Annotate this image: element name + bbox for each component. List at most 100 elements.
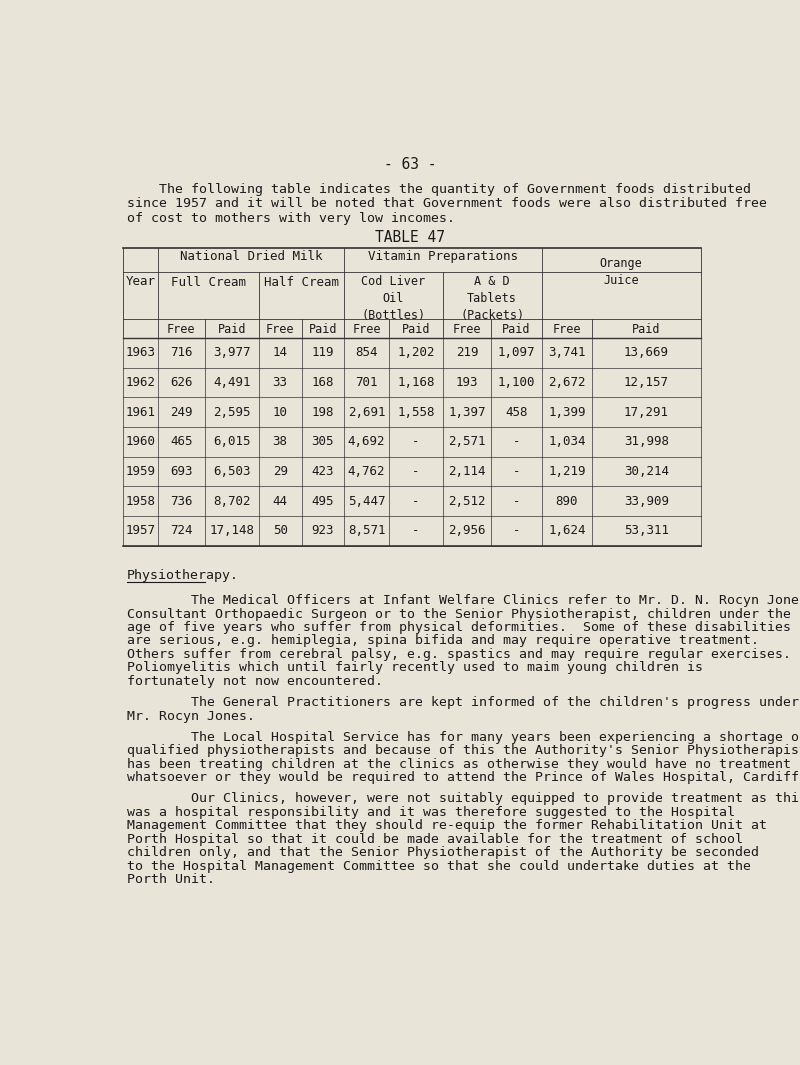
- Text: -: -: [412, 465, 419, 478]
- Text: -: -: [513, 494, 520, 508]
- Text: The Local Hospital Service has for many years been experiencing a shortage of: The Local Hospital Service has for many …: [127, 731, 800, 743]
- Text: 6,503: 6,503: [213, 465, 250, 478]
- Text: 29: 29: [273, 465, 288, 478]
- Text: fortunately not now encountered.: fortunately not now encountered.: [127, 675, 383, 688]
- Text: 168: 168: [311, 376, 334, 389]
- Text: 495: 495: [311, 494, 334, 508]
- Text: 458: 458: [506, 406, 528, 419]
- Text: 1,219: 1,219: [548, 465, 586, 478]
- Text: 4,762: 4,762: [348, 465, 386, 478]
- Text: 2,114: 2,114: [448, 465, 486, 478]
- Text: 44: 44: [273, 494, 288, 508]
- Text: Paid: Paid: [309, 323, 337, 335]
- Text: qualified physiotherapists and because of this the Authority's Senior Physiother: qualified physiotherapists and because o…: [127, 744, 800, 757]
- Text: 119: 119: [311, 346, 334, 359]
- Text: 6,015: 6,015: [213, 436, 250, 448]
- Text: whatsoever or they would be required to attend the Prince of Wales Hospital, Car: whatsoever or they would be required to …: [127, 771, 800, 784]
- Text: -: -: [412, 494, 419, 508]
- Text: 716: 716: [170, 346, 193, 359]
- Text: children only, and that the Senior Physiotherapist of the Authority be seconded: children only, and that the Senior Physi…: [127, 847, 759, 859]
- Text: 8,702: 8,702: [213, 494, 250, 508]
- Text: 12,157: 12,157: [624, 376, 669, 389]
- Text: Physiotherapy.: Physiotherapy.: [127, 569, 239, 581]
- Text: 14: 14: [273, 346, 288, 359]
- Text: 17,291: 17,291: [624, 406, 669, 419]
- Text: 4,692: 4,692: [348, 436, 386, 448]
- Text: Year: Year: [126, 275, 156, 288]
- Text: 1962: 1962: [126, 376, 156, 389]
- Text: 1961: 1961: [126, 406, 156, 419]
- Text: 1,100: 1,100: [498, 376, 535, 389]
- Text: 10: 10: [273, 406, 288, 419]
- Text: 2,672: 2,672: [548, 376, 586, 389]
- Text: Half Cream: Half Cream: [264, 276, 339, 289]
- Text: 1,399: 1,399: [548, 406, 586, 419]
- Text: 1,097: 1,097: [498, 346, 535, 359]
- Text: 5,447: 5,447: [348, 494, 386, 508]
- Text: The following table indicates the quantity of Government foods distributed: The following table indicates the quanti…: [127, 183, 751, 196]
- Text: -: -: [513, 436, 520, 448]
- Text: 701: 701: [355, 376, 378, 389]
- Text: 31,998: 31,998: [624, 436, 669, 448]
- Text: 2,956: 2,956: [448, 524, 486, 537]
- Text: Free: Free: [453, 323, 482, 335]
- Text: Free: Free: [352, 323, 381, 335]
- Text: 193: 193: [456, 376, 478, 389]
- Text: 17,148: 17,148: [210, 524, 254, 537]
- Text: - 63 -: - 63 -: [384, 157, 436, 173]
- Text: Paid: Paid: [218, 323, 246, 335]
- Text: 2,512: 2,512: [448, 494, 486, 508]
- Text: Free: Free: [553, 323, 581, 335]
- Text: to the Hospital Management Committee so that she could undertake duties at the: to the Hospital Management Committee so …: [127, 859, 751, 872]
- Text: 1,397: 1,397: [448, 406, 486, 419]
- Text: 2,595: 2,595: [213, 406, 250, 419]
- Text: Management Committee that they should re-equip the former Rehabilitation Unit at: Management Committee that they should re…: [127, 819, 767, 832]
- Text: Free: Free: [266, 323, 294, 335]
- Text: 2,691: 2,691: [348, 406, 386, 419]
- Text: A & D
Tablets
(Packets): A & D Tablets (Packets): [460, 275, 524, 322]
- Text: 1959: 1959: [126, 465, 156, 478]
- Text: -: -: [513, 524, 520, 537]
- Text: 923: 923: [311, 524, 334, 537]
- Text: 3,977: 3,977: [213, 346, 250, 359]
- Text: Vitamin Preparations: Vitamin Preparations: [368, 250, 518, 263]
- Text: since 1957 and it will be noted that Government foods were also distributed free: since 1957 and it will be noted that Gov…: [127, 197, 767, 211]
- Text: 219: 219: [456, 346, 478, 359]
- Text: 3,741: 3,741: [548, 346, 586, 359]
- Text: -: -: [513, 465, 520, 478]
- Text: 1963: 1963: [126, 346, 156, 359]
- Text: Our Clinics, however, were not suitably equipped to provide treatment as this: Our Clinics, however, were not suitably …: [127, 792, 800, 805]
- Text: -: -: [412, 524, 419, 537]
- Text: Free: Free: [167, 323, 196, 335]
- Text: 1,558: 1,558: [397, 406, 434, 419]
- Text: Consultant Orthopaedic Surgeon or to the Senior Physiotherapist, children under : Consultant Orthopaedic Surgeon or to the…: [127, 607, 791, 621]
- Text: Paid: Paid: [632, 323, 661, 335]
- Text: has been treating children at the clinics as otherwise they would have no treatm: has been treating children at the clinic…: [127, 757, 791, 771]
- Text: 50: 50: [273, 524, 288, 537]
- Text: Orange
Juice: Orange Juice: [600, 257, 642, 288]
- Text: 13,669: 13,669: [624, 346, 669, 359]
- Text: 423: 423: [311, 465, 334, 478]
- Text: 305: 305: [311, 436, 334, 448]
- Text: 33,909: 33,909: [624, 494, 669, 508]
- Text: 249: 249: [170, 406, 193, 419]
- Text: 1957: 1957: [126, 524, 156, 537]
- Text: of cost to mothers with very low incomes.: of cost to mothers with very low incomes…: [127, 212, 455, 225]
- Text: TABLE 47: TABLE 47: [375, 230, 445, 245]
- Text: are serious, e.g. hemiplegia, spina bifida and may require operative treatment.: are serious, e.g. hemiplegia, spina bifi…: [127, 635, 759, 648]
- Text: Porth Unit.: Porth Unit.: [127, 873, 215, 886]
- Text: Paid: Paid: [502, 323, 531, 335]
- Text: 4,491: 4,491: [213, 376, 250, 389]
- Text: 33: 33: [273, 376, 288, 389]
- Text: 465: 465: [170, 436, 193, 448]
- Text: 1960: 1960: [126, 436, 156, 448]
- Text: 854: 854: [355, 346, 378, 359]
- Text: Full Cream: Full Cream: [171, 276, 246, 289]
- Text: 1,202: 1,202: [397, 346, 434, 359]
- Text: 626: 626: [170, 376, 193, 389]
- Text: The Medical Officers at Infant Welfare Clinics refer to Mr. D. N. Rocyn Jones,: The Medical Officers at Infant Welfare C…: [127, 594, 800, 607]
- Text: The General Practitioners are kept informed of the children's progress under: The General Practitioners are kept infor…: [127, 697, 799, 709]
- Text: 1,624: 1,624: [548, 524, 586, 537]
- Text: 724: 724: [170, 524, 193, 537]
- Text: 1,168: 1,168: [397, 376, 434, 389]
